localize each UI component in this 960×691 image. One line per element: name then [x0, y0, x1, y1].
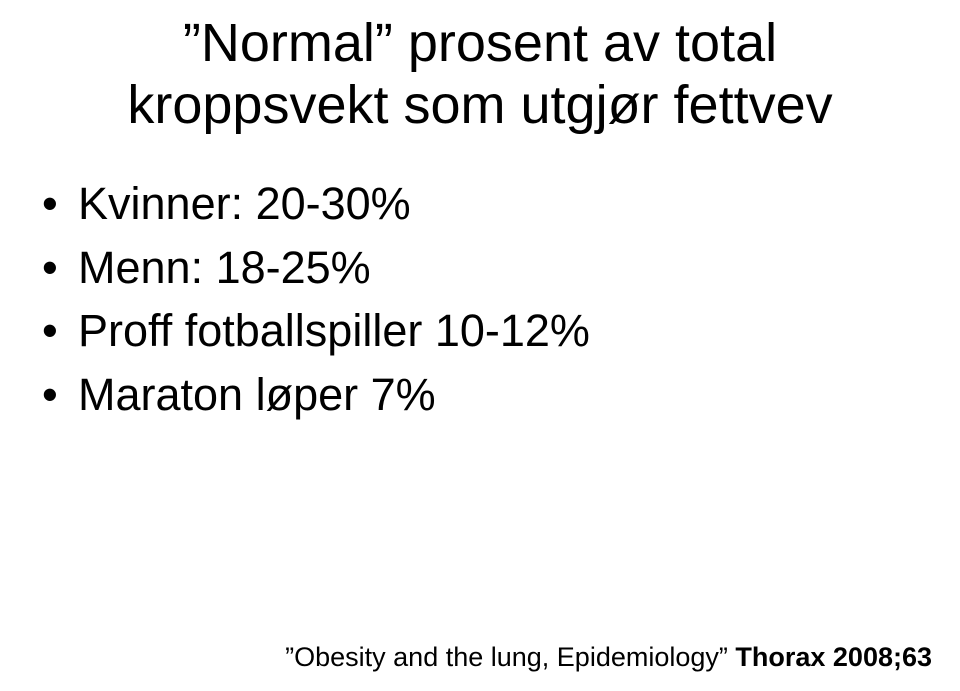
bullet-text: Kvinner: 20-30% — [78, 178, 411, 229]
citation-source: Thorax 2008;63 — [728, 642, 932, 672]
bullet-text: Proff fotballspiller 10-12% — [78, 305, 590, 356]
list-item: Kvinner: 20-30% — [30, 175, 920, 233]
slide: ”Normal” prosent av total kroppsvekt som… — [0, 0, 960, 691]
slide-title: ”Normal” prosent av total kroppsvekt som… — [0, 12, 960, 136]
title-line-1: ”Normal” prosent av total — [183, 13, 777, 73]
footer-citation: ”Obesity and the lung, Epidemiology” Tho… — [285, 642, 932, 673]
bullet-text: Maraton løper 7% — [78, 369, 436, 420]
list-item: Proff fotballspiller 10-12% — [30, 302, 920, 360]
list-item: Menn: 18-25% — [30, 239, 920, 297]
title-line-2: kroppsvekt som utgjør fettvev — [127, 75, 832, 135]
bullet-text: Menn: 18-25% — [78, 242, 371, 293]
list-item: Maraton løper 7% — [30, 366, 920, 424]
citation-quote: ”Obesity and the lung, Epidemiology” — [285, 642, 728, 672]
bullet-list: Kvinner: 20-30% Menn: 18-25% Proff fotba… — [30, 175, 920, 429]
